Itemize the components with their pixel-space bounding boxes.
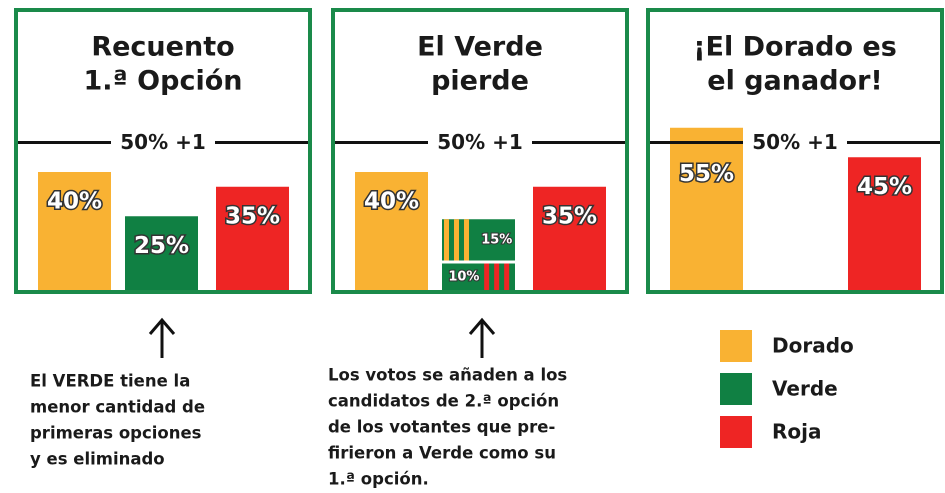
stripe xyxy=(484,263,490,290)
value-label: 35% xyxy=(542,203,597,229)
threshold-label: 50% +1 xyxy=(752,130,838,154)
panel-title: Recuento xyxy=(91,32,234,63)
panel-title: El Verde xyxy=(417,32,543,63)
threshold-bg xyxy=(743,128,847,157)
legend-swatch xyxy=(720,330,752,362)
bar xyxy=(38,172,111,290)
note-line: y es eliminado xyxy=(30,450,165,469)
value-label: 55% xyxy=(679,161,734,187)
note-line: El VERDE tiene la xyxy=(30,372,190,391)
stripe xyxy=(444,219,449,261)
bar xyxy=(125,216,198,290)
value-label: 40% xyxy=(364,189,419,215)
stripe xyxy=(494,263,500,290)
note-line: 1.ª opción. xyxy=(328,470,429,489)
value-label: 40% xyxy=(47,189,102,215)
note-line: candidatos de 2.ª opción xyxy=(328,392,559,411)
value-label: 25% xyxy=(134,233,189,259)
segment-label: 10% xyxy=(448,269,479,284)
panel-title: pierde xyxy=(431,66,529,97)
legend-label: Verde xyxy=(772,377,838,401)
bar xyxy=(216,186,289,290)
stripe xyxy=(464,219,469,261)
value-label: 45% xyxy=(857,174,912,200)
note-line: menor cantidad de xyxy=(30,398,205,417)
legend-label: Dorado xyxy=(772,334,854,358)
segment-label: 15% xyxy=(481,232,512,247)
threshold-label: 50% +1 xyxy=(120,130,206,154)
threshold-bg xyxy=(111,128,215,157)
panel-title: ¡El Dorado es xyxy=(693,32,897,63)
threshold-bg xyxy=(428,128,532,157)
bar xyxy=(670,127,743,290)
bar xyxy=(533,186,606,290)
stripe xyxy=(454,219,459,261)
legend-label: Roja xyxy=(772,420,822,444)
note-line: primeras opciones xyxy=(30,424,202,443)
note-line: de los votantes que pre- xyxy=(328,418,555,437)
threshold-label: 50% +1 xyxy=(437,130,523,154)
transfer-segment xyxy=(442,263,515,290)
panel-title: el ganador! xyxy=(707,66,882,97)
panel-title: 1.ª Opción xyxy=(84,66,243,97)
value-label: 35% xyxy=(225,203,280,229)
legend-swatch xyxy=(720,373,752,405)
stripe xyxy=(504,263,510,290)
note-line: firieron a Verde como su xyxy=(328,444,556,463)
up-arrow xyxy=(148,317,496,358)
legend-swatch xyxy=(720,416,752,448)
bar xyxy=(355,172,428,290)
bar xyxy=(848,157,921,290)
note-line: Los votos se añaden a los xyxy=(328,366,567,385)
